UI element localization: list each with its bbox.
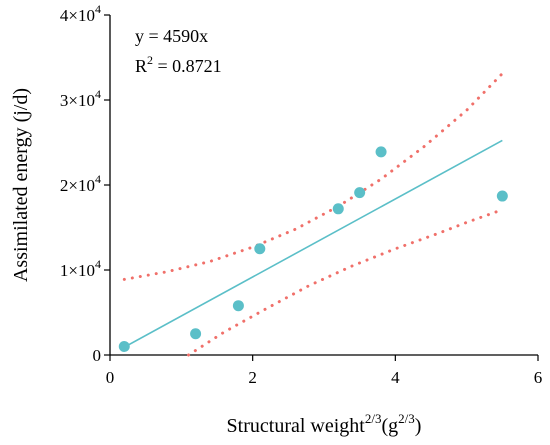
y-tick-label-4: 4×104 (60, 2, 101, 25)
fit-line (123, 139, 503, 348)
fit-line-group (123, 139, 503, 348)
x-tick-label-3: 6 (534, 368, 543, 387)
data-point-3 (254, 243, 266, 255)
xlabel-sup1: 2/3 (365, 411, 382, 426)
x-tick-label-1: 2 (248, 368, 257, 387)
r2-prefix: R (135, 56, 147, 76)
data-point-2 (232, 300, 244, 312)
data-point-6 (375, 146, 387, 158)
x-axis-ticks: 0 2 4 6 (106, 355, 543, 387)
y-tick-label-2: 2×104 (60, 172, 101, 195)
xlabel-paren-close: ) (415, 415, 422, 437)
data-point-1 (190, 328, 202, 340)
equation-annotation: y = 4590x (135, 26, 208, 46)
confidence-bands (122, 72, 504, 357)
xlabel-sup2: 2/3 (398, 411, 415, 426)
y-tick-label-1: 1×104 (60, 257, 101, 280)
y-tick-label-3: 3×104 (60, 87, 101, 110)
data-point-4 (332, 203, 344, 215)
x-axis-label: Structural weight2/3(g2/3) (227, 411, 422, 437)
xlabel-paren-open: (g (381, 415, 398, 437)
r2-annotation: R2 = 0.8721 (135, 53, 222, 76)
y-axis-label: Assimilated energy (j/d) (10, 88, 32, 282)
xlabel-main: Structural weight (227, 415, 366, 437)
r2-value: = 0.8721 (153, 56, 222, 76)
y-tick-label-0: 0 (93, 346, 102, 365)
lower-confidence-band (187, 208, 504, 357)
upper-confidence-band (122, 72, 504, 281)
y-axis-ticks: 0 1×104 2×104 3×104 4×104 (60, 2, 110, 365)
data-point-5 (354, 187, 366, 199)
x-tick-label-0: 0 (106, 368, 115, 387)
r2-superscript: 2 (147, 53, 153, 67)
data-point-7 (496, 190, 508, 202)
data-points (118, 146, 508, 352)
x-tick-label-2: 4 (391, 368, 400, 387)
data-point-0 (118, 341, 130, 352)
